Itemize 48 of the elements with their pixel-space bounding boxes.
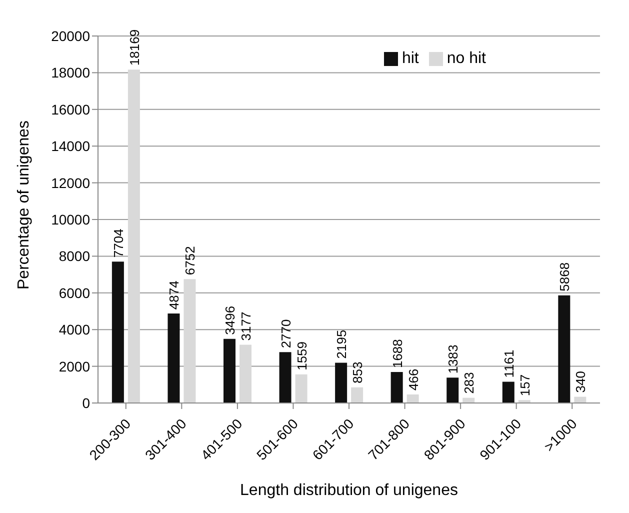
y-tick-label: 2000 [58,358,90,374]
bar [502,382,514,403]
data-label: 2195 [334,330,350,359]
data-label: 283 [462,372,477,394]
bar [279,352,292,403]
data-label: 6752 [182,246,198,276]
y-tick-label: 6000 [58,284,90,301]
bar [224,338,236,403]
legend-label: no hit [446,50,486,67]
data-label: 1383 [446,344,461,374]
bar [558,295,570,403]
data-label: 157 [517,374,532,396]
y-tick-label: 16000 [51,101,90,118]
bar [128,70,140,403]
y-tick-label: 14000 [51,138,90,154]
data-label: 3496 [222,306,238,335]
bar [112,262,124,403]
bar [406,394,419,403]
data-label: 1161 [501,350,516,378]
y-tick-label: 20000 [51,28,90,44]
data-label: 466 [406,368,421,390]
data-label: 3177 [238,312,254,341]
data-label: 5868 [557,262,572,292]
bar [184,279,196,403]
y-tick-label: 12000 [51,174,90,191]
data-label: 1688 [390,339,405,368]
y-tick-label: 8000 [58,248,90,264]
y-tick-label: 10000 [51,211,90,228]
bar [240,344,252,403]
bar [446,378,459,403]
data-label: 340 [573,371,588,393]
data-label: 18169 [126,29,142,66]
data-label: 4874 [166,280,182,310]
bar [295,374,308,403]
y-tick-label: 0 [82,394,90,411]
y-tick-label: 4000 [58,322,90,338]
data-label: 2770 [278,319,294,348]
bar [390,372,403,403]
x-axis-title: Length distribution of unigenes [240,482,458,499]
y-axis-title: Percentage of unigenes [16,120,33,290]
legend-label: hit [402,50,419,67]
data-label: 853 [350,362,366,384]
data-label: 1559 [294,341,310,370]
bar [168,314,180,403]
bar [351,387,364,403]
y-tick-label: 18000 [51,64,90,81]
data-label: 7704 [110,228,126,258]
bar [335,362,348,403]
